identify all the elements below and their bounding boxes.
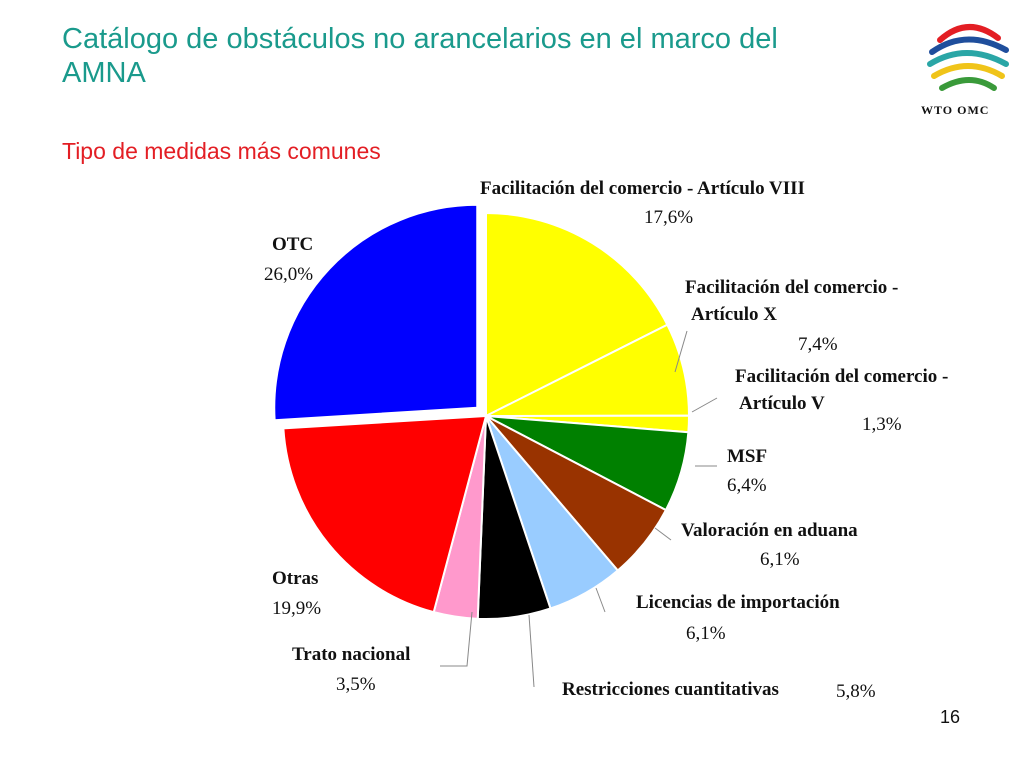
page-number: 16 bbox=[940, 707, 961, 727]
slice-label-valoracion-en-aduana: Valoración en aduana bbox=[681, 520, 858, 541]
slice-value-otras: 19,9% bbox=[272, 598, 321, 619]
pie-slice-otc bbox=[273, 203, 479, 422]
slice-value-licencias-de-importacion: 6,1% bbox=[686, 623, 726, 644]
leader-line bbox=[528, 614, 535, 688]
slice-value-otc: 26,0% bbox=[264, 264, 313, 285]
leader-line bbox=[674, 330, 688, 373]
slice-value-msf: 6,4% bbox=[727, 475, 767, 496]
slice-value-facilitacion-del-comercio-articulo-x: 7,4% bbox=[798, 334, 838, 355]
leader-line bbox=[595, 587, 606, 613]
logo-text: WTO OMC bbox=[921, 103, 990, 117]
pie-slices bbox=[273, 203, 691, 620]
slice-label-facilitacion-del-comercio-articulo-x: Facilitación del comercio -Artículo X bbox=[685, 277, 898, 325]
leader-line bbox=[654, 527, 672, 541]
slice-value-valoracion-en-aduana: 6,1% bbox=[760, 549, 800, 570]
slice-labels: Facilitación del comercio - Artículo VII… bbox=[264, 178, 948, 702]
slice-label-licencias-de-importacion: Licencias de importación bbox=[636, 592, 840, 613]
leader-lines bbox=[440, 330, 718, 688]
wto-emblem-icon bbox=[927, 24, 1009, 91]
slice-label-facilitacion-del-comercio-articulo-viii: Facilitación del comercio - Artículo VII… bbox=[480, 178, 805, 199]
slice-value-restricciones-cuantitativas: 5,8% bbox=[836, 681, 876, 702]
leader-line bbox=[440, 611, 473, 667]
slice-value-trato-nacional: 3,5% bbox=[336, 674, 376, 695]
slice-label-facilitacion-del-comercio-articulo-v: Facilitación del comercio -Artículo V bbox=[735, 366, 948, 414]
slice-value-facilitacion-del-comercio-articulo-v: 1,3% bbox=[862, 414, 902, 435]
slice-label-otras: Otras bbox=[272, 568, 318, 589]
pie-slice-facilitacion-del-comercio-articulo-viii bbox=[485, 211, 669, 418]
slice-label-restricciones-cuantitativas: Restricciones cuantitativas bbox=[562, 679, 779, 700]
slice-label-msf: MSF bbox=[727, 446, 767, 467]
slice-label-trato-nacional: Trato nacional bbox=[292, 644, 410, 665]
pie-slice-otras bbox=[282, 414, 488, 614]
chart-subtitle: Tipo de medidas más comunes bbox=[62, 138, 381, 164]
slice-value-facilitacion-del-comercio-articulo-viii: 17,6% bbox=[644, 207, 693, 228]
slide-title: Catálogo de obstáculos no arancelarios e… bbox=[62, 23, 778, 89]
slice-label-otc: OTC bbox=[272, 234, 313, 255]
wto-logo bbox=[927, 24, 1009, 91]
leader-line bbox=[691, 397, 718, 413]
